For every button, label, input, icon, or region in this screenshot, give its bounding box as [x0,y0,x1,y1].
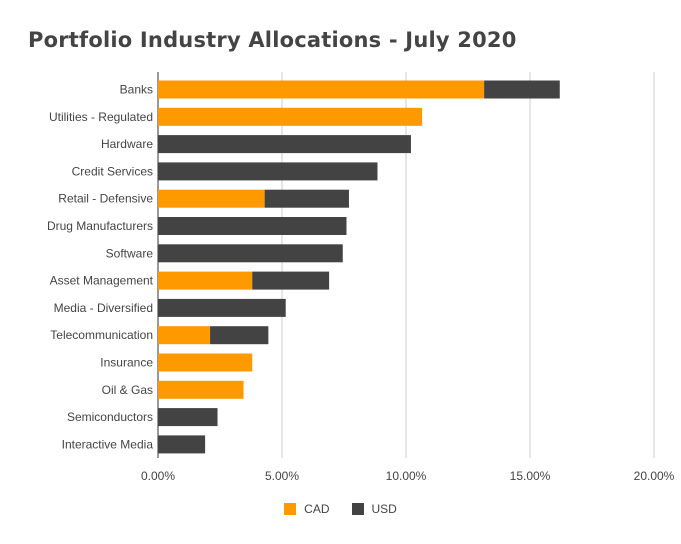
legend-swatch-usd [351,503,364,515]
category-label: Interactive Media [62,437,154,451]
bar-cad[interactable] [158,271,253,290]
x-tick-label: 10.00% [386,469,427,483]
category-label: Drug Manufacturers [47,219,153,233]
bar-usd[interactable] [158,162,378,181]
category-label: Banks [120,83,153,97]
legend-swatch-cad [284,503,297,515]
bar-usd[interactable] [252,271,330,290]
category-label: Semiconductors [67,410,153,424]
category-label: Utilities - Regulated [49,110,153,124]
category-label: Asset Management [50,274,154,288]
legend-item-usd[interactable]: USD [351,502,397,516]
legend-item-cad[interactable]: CAD [284,502,330,516]
bar-usd[interactable] [158,135,411,154]
legend-label-usd: USD [371,502,397,516]
bar-cad[interactable] [158,380,244,399]
bar-cad[interactable] [158,107,423,126]
bar-cad[interactable] [158,80,485,99]
bar-usd[interactable] [158,217,347,235]
bar-cad[interactable] [158,353,253,372]
bar-cad[interactable] [158,326,211,345]
bar-usd[interactable] [264,189,349,208]
x-tick-label: 20.00% [634,469,675,483]
category-label: Insurance [100,356,153,370]
x-tick-label: 5.00% [265,469,299,483]
grid-layer [157,72,655,458]
bar-usd[interactable] [158,244,343,263]
category-label: Telecommunication [50,328,153,342]
bar-usd[interactable] [484,80,560,99]
legend-label-cad: CAD [304,502,330,516]
category-label: Hardware [101,137,153,151]
labels-layer: 0.00% 5.00% 10.00% 15.00% 20.00% Banks Utiliti… [47,83,675,484]
bars-layer [158,80,560,454]
category-label: Oil & Gas [102,383,153,397]
category-label: Media - Diversified [54,301,153,315]
legend: CAD USD [0,502,681,516]
x-tick-label: 0.00% [141,469,175,483]
chart-title: Portfolio Industry Allocations - July 20… [28,28,517,52]
category-label: Software [106,246,154,260]
category-label: Credit Services [72,164,153,178]
bar-usd[interactable] [158,435,206,454]
bar-usd[interactable] [158,408,218,427]
x-tick-label: 15.00% [510,469,551,483]
bar-cad[interactable] [158,189,265,208]
category-label: Retail - Defensive [58,192,153,206]
bar-usd[interactable] [158,298,286,317]
bar-usd[interactable] [210,326,269,345]
